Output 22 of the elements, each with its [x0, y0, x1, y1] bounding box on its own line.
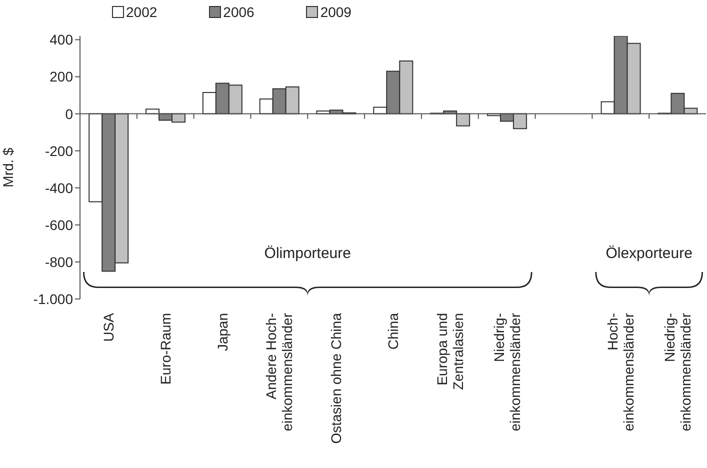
- annotation: Ölimporteure: [264, 245, 351, 262]
- x-tick-label: Andere Hoch-einkommensländer: [263, 312, 296, 432]
- legend-label: 2006: [223, 4, 254, 20]
- y-tick-label: 200: [50, 68, 74, 85]
- y-axis-title: Mrd. $: [0, 147, 16, 188]
- x-tick-label: Japan: [214, 313, 230, 352]
- legend-label: 2009: [320, 4, 352, 20]
- y-tick-label: 0: [65, 106, 74, 122]
- legend-label: 2002: [126, 4, 158, 20]
- y-tick-label: -600: [44, 216, 74, 233]
- x-tick-label: China: [385, 312, 401, 350]
- x-tick-label: Europa und Zentralasien: [434, 313, 466, 390]
- y-tick-label: -800: [44, 254, 74, 270]
- y-tick-label: -200: [44, 142, 74, 159]
- x-tick-label: Ostasien ohne China: [328, 312, 344, 444]
- y-tick-label: -1.000: [33, 290, 74, 307]
- annotation: Ölexporteure: [606, 245, 692, 262]
- x-tick-label: Niedrig-einkommensländer: [490, 312, 523, 432]
- y-tick-label: 400: [50, 32, 74, 48]
- x-tick-label: Euro-Raum: [157, 313, 174, 385]
- y-tick-label: -400: [44, 180, 74, 196]
- x-tick-label: USA: [100, 312, 116, 342]
